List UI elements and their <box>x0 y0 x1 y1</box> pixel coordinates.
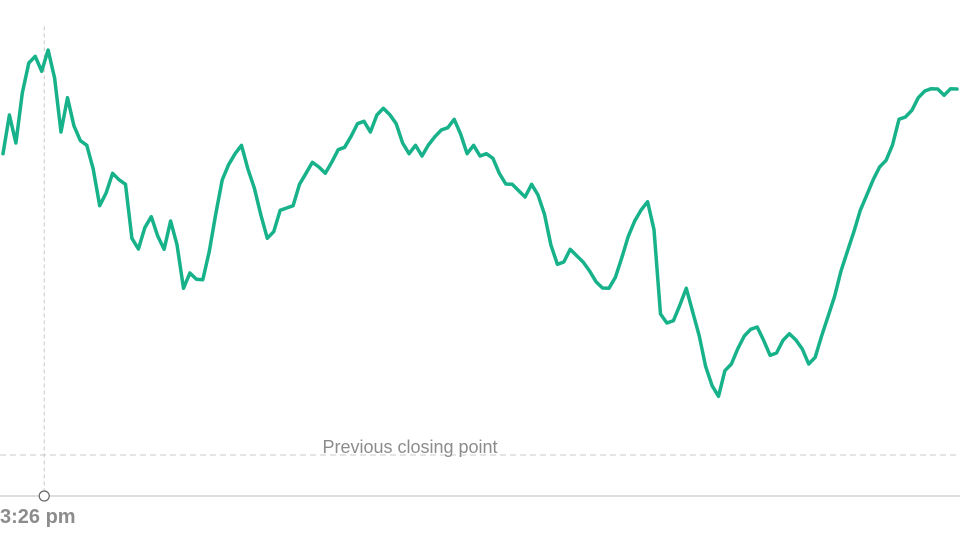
time-label: 3:26 pm <box>0 506 76 528</box>
previous-close-label: Previous closing point <box>322 437 497 457</box>
time-marker-dot[interactable] <box>38 490 50 502</box>
price-series-line <box>1 48 959 399</box>
